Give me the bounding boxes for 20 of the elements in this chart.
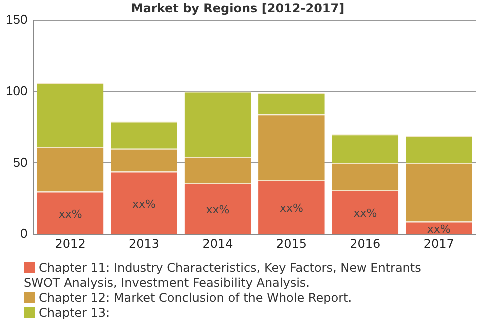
x-tick-label: 2012 xyxy=(55,236,86,251)
x-tick-label: 2014 xyxy=(202,236,234,251)
x-tick-label: 2015 xyxy=(276,236,307,251)
data-label: xx% xyxy=(354,207,378,220)
data-label: xx% xyxy=(427,222,451,236)
data-label: xx% xyxy=(58,208,82,221)
legend-label: Chapter 11: Industry Characteristics, Key Factors, New Entrants SWOT Analysis, Investment Feasibility Analysis. xyxy=(24,261,422,290)
data-label: xx% xyxy=(206,204,230,217)
y-tick-label: 150 xyxy=(6,12,28,27)
x-tick-label: 2017 xyxy=(424,236,454,251)
y-tick-label: 100 xyxy=(6,83,28,98)
chart-title: Market by Regions [2012-2017] xyxy=(131,1,345,16)
x-tick-label: 2013 xyxy=(128,236,160,251)
data-label: xx% xyxy=(132,198,156,211)
legend-label: Chapter 13: xyxy=(39,306,110,320)
data-label: xx% xyxy=(280,202,304,216)
legend-label: Chapter 12: Market Conclusion of the Whole Report. xyxy=(39,291,352,305)
x-tick-label: 2016 xyxy=(350,236,381,251)
y-tick-label: 0 xyxy=(20,226,28,242)
y-tick-label: 50 xyxy=(13,154,28,170)
